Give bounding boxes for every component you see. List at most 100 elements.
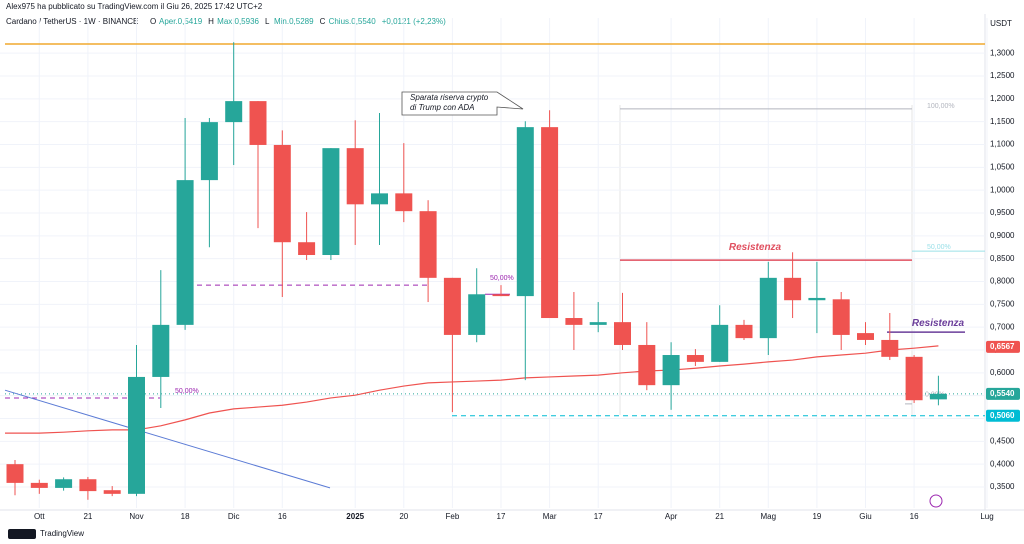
- x-tick-label: Ott: [34, 512, 45, 521]
- y-tick-label: 0,4500: [990, 436, 1015, 445]
- candle-body: [55, 479, 73, 488]
- y-tick-label: 1,0500: [990, 162, 1015, 171]
- event-icon[interactable]: [929, 494, 943, 508]
- level-label: 50,00%: [490, 275, 514, 282]
- symbol: Cardano / TetherUS · 1W · BINANCE: [6, 17, 138, 26]
- ohlc-key: C: [320, 17, 326, 26]
- x-tick-label: Giu: [859, 512, 871, 521]
- y-tick-label: 1,3000: [990, 48, 1015, 57]
- candle-body: [614, 322, 631, 345]
- moving-average: [5, 345, 939, 434]
- y-tick-label: 1,2000: [990, 94, 1015, 103]
- candle-body: [905, 356, 923, 401]
- x-tick-label: Nov: [129, 512, 143, 521]
- x-tick-label: 19: [812, 512, 821, 521]
- candle-body: [200, 122, 218, 181]
- candle-body: [30, 482, 48, 488]
- candle-body: [371, 193, 388, 205]
- price-badge: [986, 409, 1020, 422]
- ohlc-key: L: [265, 17, 270, 26]
- x-tick-label: Lug: [980, 512, 993, 521]
- candle-body: [79, 479, 97, 492]
- candle-body: [443, 277, 461, 335]
- candle-body: [662, 355, 680, 386]
- x-tick-label: 16: [910, 512, 919, 521]
- y-tick-label: 0,9000: [990, 231, 1015, 240]
- currency: USDT: [990, 19, 1012, 28]
- candle-body: [929, 393, 947, 400]
- candle-body: [152, 324, 170, 377]
- candle-body: [516, 127, 534, 297]
- candle-body: [492, 294, 510, 297]
- y-tick-label: 0,6000: [990, 368, 1015, 377]
- candle-body: [6, 464, 24, 483]
- y-tick-label: 1,0000: [990, 185, 1015, 194]
- candle-body: [638, 344, 656, 386]
- candle-body: [298, 242, 316, 256]
- candle-body: [711, 324, 729, 362]
- callout-text: di Trump con ADA: [410, 103, 474, 112]
- x-tick-label: 17: [497, 512, 506, 521]
- candle-body: [881, 339, 899, 357]
- y-tick-label: 0,7000: [990, 322, 1015, 331]
- candle-body: [249, 101, 267, 145]
- candle-body: [541, 127, 559, 319]
- x-tick-label: Mag: [761, 512, 777, 521]
- ohlc-value: Min.0,5289: [274, 17, 314, 26]
- y-tick-label: 1,2500: [990, 71, 1015, 80]
- brand: TradingView: [40, 529, 84, 538]
- candle-body: [857, 333, 874, 340]
- candle-body: [225, 101, 243, 123]
- candle-body: [322, 148, 340, 256]
- candle-body: [103, 490, 121, 494]
- y-tick-label: 0,8500: [990, 254, 1015, 263]
- y-tick-label: 0,8000: [990, 277, 1015, 286]
- ohlc-key: O: [150, 17, 156, 26]
- candle-body: [735, 324, 753, 339]
- level-label: Resistenza: [912, 318, 965, 329]
- ohlc-value: Chius.0,5540: [329, 17, 377, 26]
- candle-body: [589, 322, 607, 325]
- candle-body: [468, 294, 486, 335]
- change: +0,0121 (+2,23%): [382, 17, 446, 26]
- x-tick-label: 20: [399, 512, 408, 521]
- author-line: Alex975 ha pubblicato su TradingView.com…: [6, 2, 263, 11]
- y-tick-label: 1,1500: [990, 117, 1015, 126]
- y-tick-label: 1,1000: [990, 140, 1015, 149]
- price-badge-label: 0,6567: [990, 342, 1015, 351]
- x-tick-label: 21: [83, 512, 92, 521]
- ohlc-key: H: [208, 17, 214, 26]
- candle-body: [759, 277, 777, 339]
- candle-body: [419, 211, 437, 278]
- trendline: [4, 389, 331, 489]
- price-badge-label: 0,5060: [990, 411, 1015, 420]
- x-tick-label: 18: [181, 512, 190, 521]
- candle-body: [176, 180, 194, 325]
- price-badge: [986, 340, 1020, 353]
- y-tick-label: 0,9500: [990, 208, 1015, 217]
- callout-text: Sparata riserva crypto: [410, 93, 489, 102]
- level-label: 100,00%: [927, 103, 955, 110]
- y-tick-label: 0,4000: [990, 459, 1015, 468]
- candle-body: [832, 299, 850, 335]
- candle-body: [128, 376, 145, 494]
- level-label: 50,00%: [175, 388, 199, 395]
- x-tick-label: 17: [594, 512, 603, 521]
- y-tick-label: 0,3500: [990, 482, 1015, 491]
- candle-body: [273, 144, 291, 243]
- ohlc-value: Aper.0,5419: [159, 17, 203, 26]
- candle-body: [565, 318, 583, 325]
- x-tick-label: Dic: [228, 512, 240, 521]
- candle-body: [686, 355, 704, 362]
- price-badge: [986, 387, 1020, 400]
- level-label: Resistenza: [729, 242, 782, 253]
- x-tick-label: 16: [278, 512, 287, 521]
- y-tick-label: 0,7500: [990, 299, 1015, 308]
- candle-body: [784, 277, 802, 301]
- x-tick-label: Feb: [446, 512, 460, 521]
- candle-body: [395, 193, 413, 212]
- level-label: 50,00%: [927, 244, 951, 251]
- x-tick-label: 2025: [346, 512, 364, 521]
